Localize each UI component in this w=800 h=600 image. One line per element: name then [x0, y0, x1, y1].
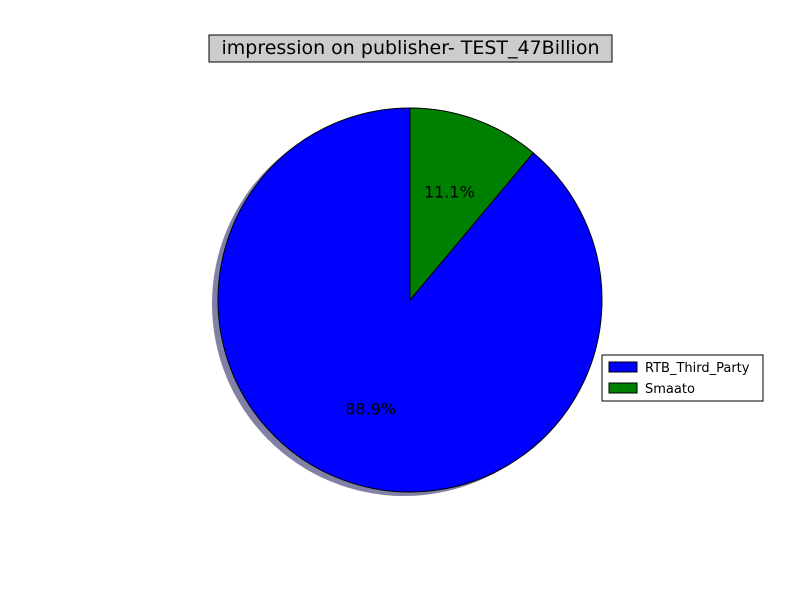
pie-label-smaato: 11.1% [424, 183, 475, 202]
chart-title: impression on publisher- TEST_47Billion [208, 34, 613, 63]
chart-title-box [208, 34, 613, 63]
pie-label-rtb-third-party: 88.9% [345, 399, 396, 418]
pie-slices [217, 107, 603, 493]
legend-label-smaato: Smaato [645, 382, 695, 397]
pie-slice-smaato [409, 107, 535, 302]
legend-label-rtb-third-party: RTB_Third_Party [645, 361, 750, 376]
legend-swatch-rtb-third-party [608, 361, 638, 373]
legend-swatch-smaato [608, 382, 638, 394]
legend: RTB_Third_Party Smaato [601, 354, 764, 402]
pie-percent-labels: 88.9% 11.1% [345, 183, 475, 419]
chart-title-text: impression on publisher- TEST_47Billion [221, 37, 599, 59]
